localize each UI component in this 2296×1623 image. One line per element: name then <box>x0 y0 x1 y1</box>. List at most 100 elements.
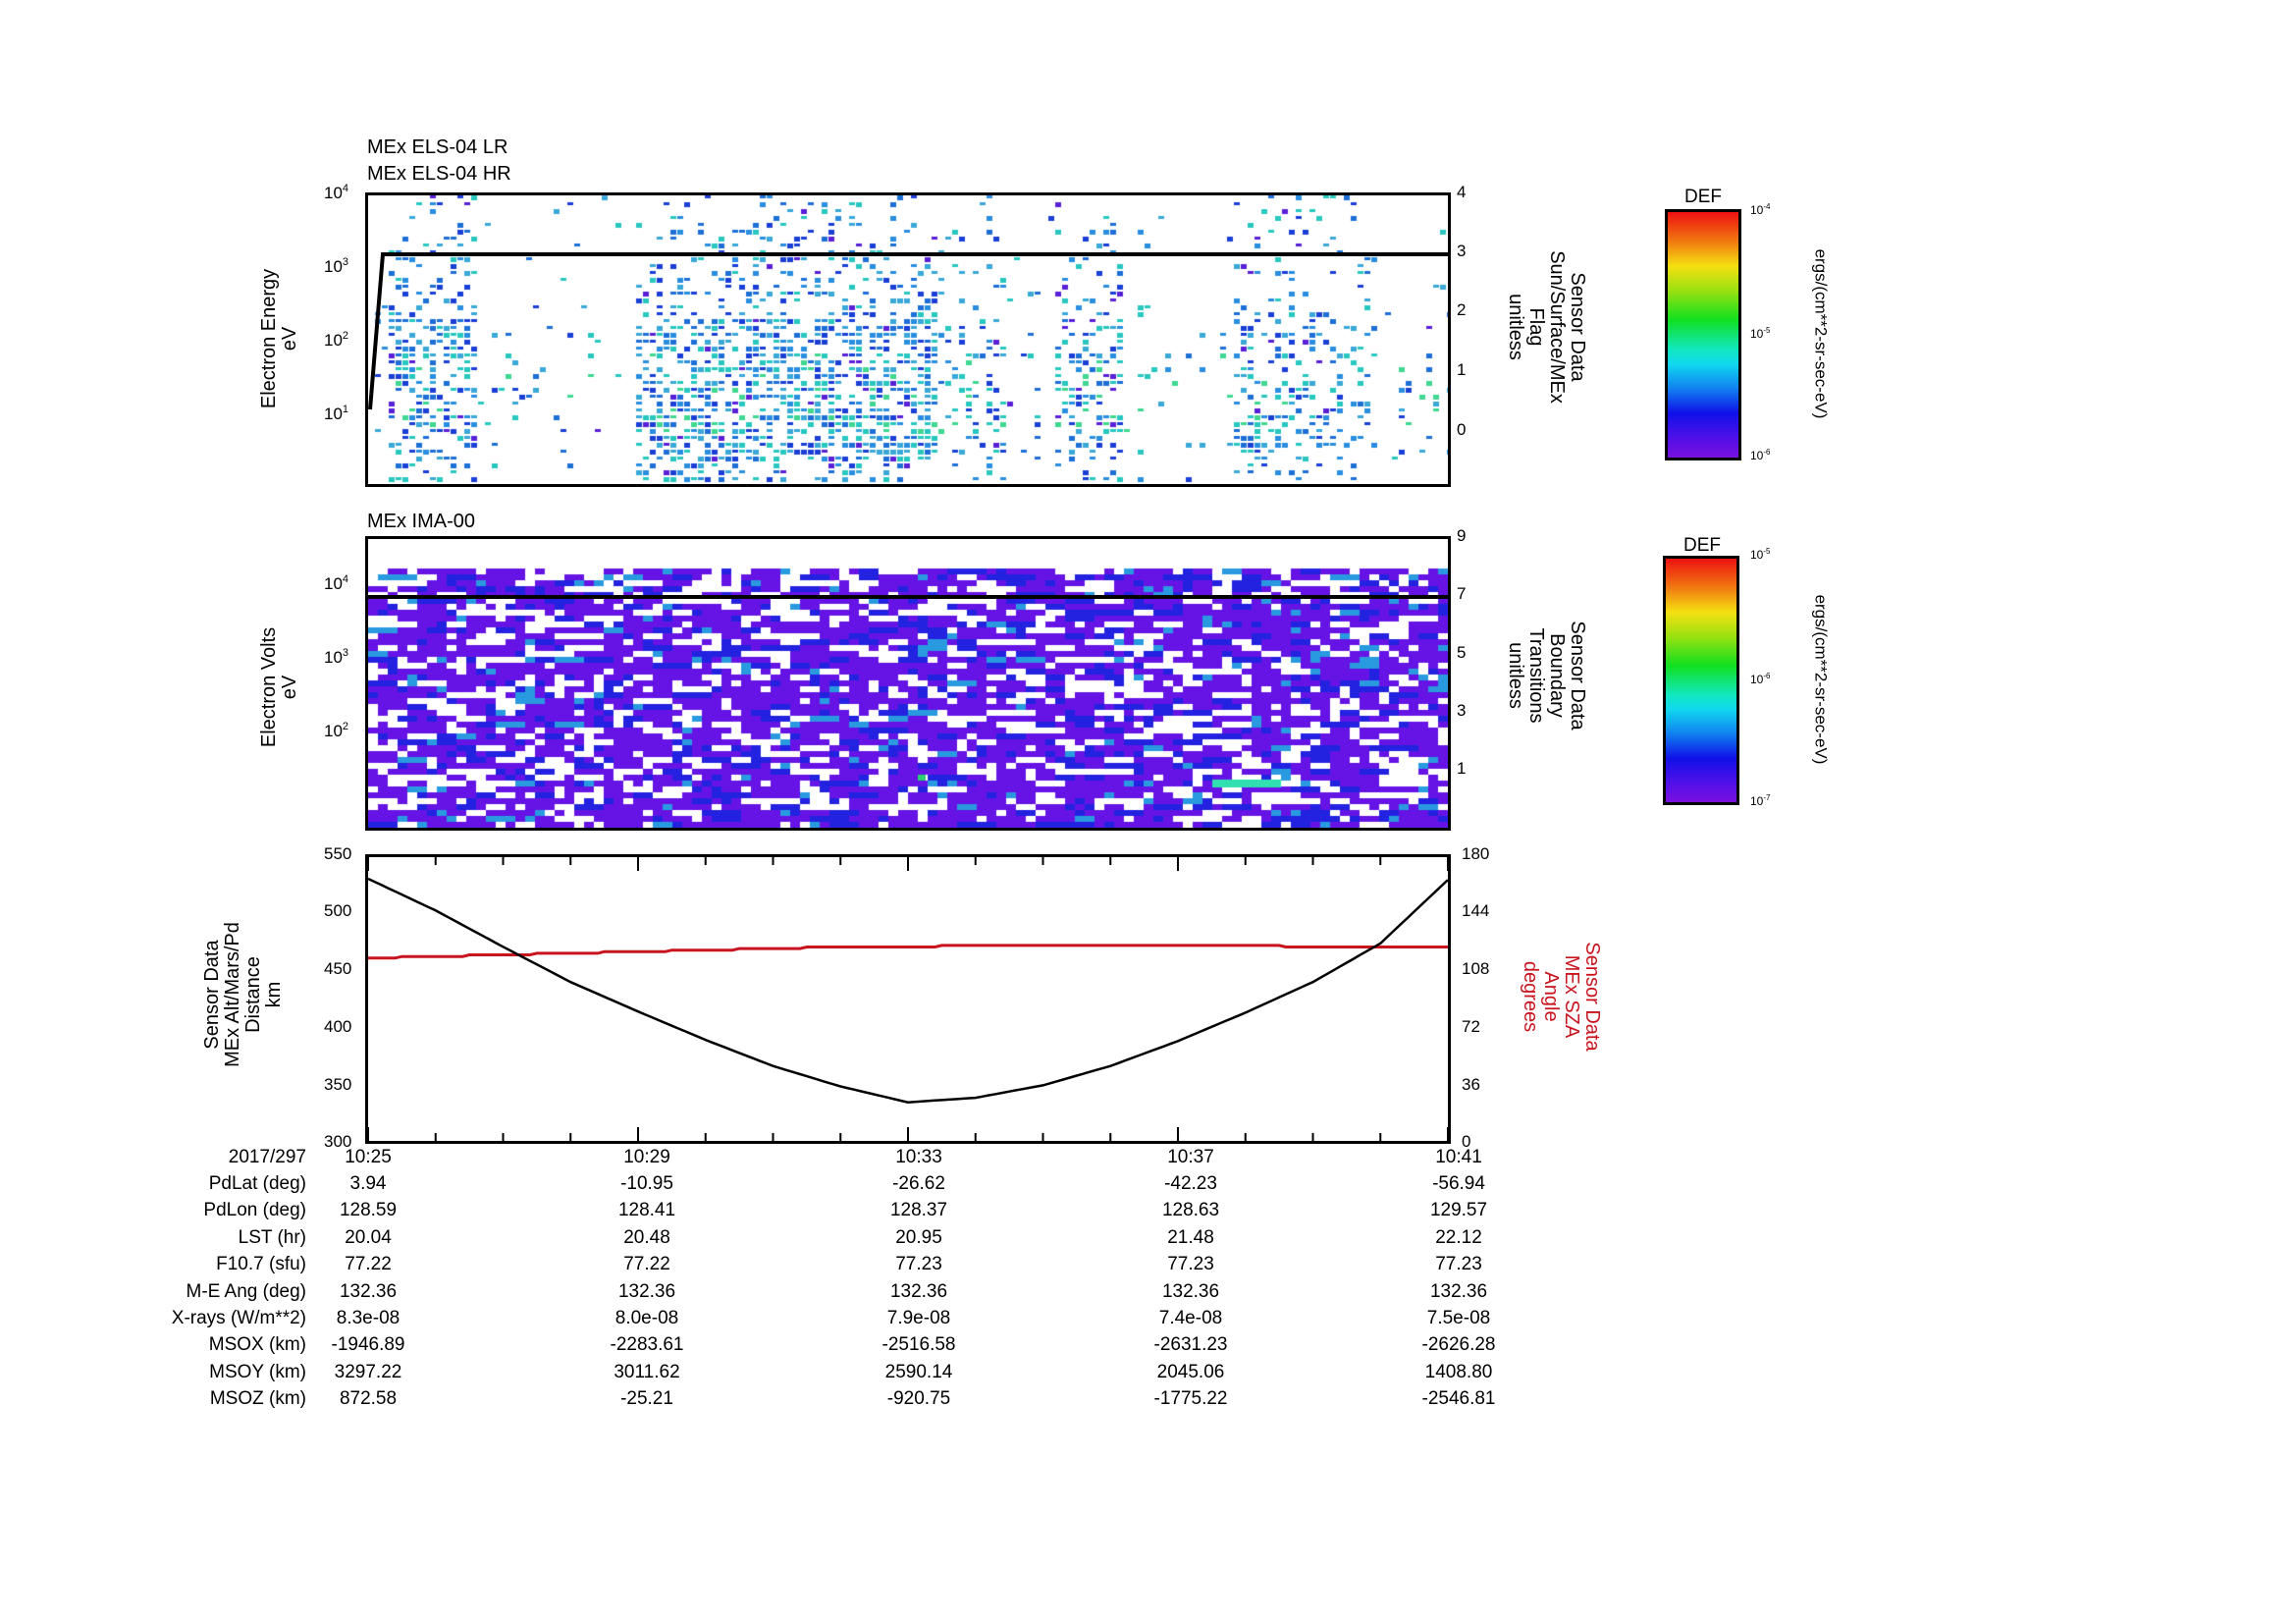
y2label-line: unitless <box>1505 642 1526 709</box>
table-cell: 8.3e-08 <box>336 1308 400 1328</box>
colorbar2-tick: 10-7 <box>1750 793 1771 808</box>
table-cell: 1408.80 <box>1424 1361 1493 1382</box>
y2label-line: Boundary <box>1546 633 1568 718</box>
y2label-line: Sensor Data <box>1567 272 1588 382</box>
ylabel-line: km <box>263 981 285 1008</box>
table-cell: 128.63 <box>1161 1200 1220 1221</box>
table-row-label: MSOY (km) <box>209 1361 306 1382</box>
table-cell: 7.9e-08 <box>886 1308 951 1328</box>
panel2-y2tick: 7 <box>1457 584 1467 603</box>
panel1-ytick: 101 <box>324 404 349 423</box>
panel2-ylabel-line: Electron Volts <box>258 626 280 748</box>
table-cell: 20.48 <box>623 1226 670 1248</box>
y2label-line: Flag <box>1525 307 1547 347</box>
colorbar2-tick: 10-6 <box>1750 672 1771 686</box>
colorbar2-tick: 10-5 <box>1750 547 1771 562</box>
panel1-spectrogram <box>365 192 1451 487</box>
panel3-y2tick: 180 <box>1462 844 1490 863</box>
panel3-ytick: 450 <box>324 959 352 978</box>
table-cell: -1775.22 <box>1153 1388 1228 1410</box>
panel3-ytick: 400 <box>324 1017 352 1036</box>
table-row-label: MSOZ (km) <box>209 1388 306 1410</box>
table-cell: 128.59 <box>339 1200 398 1221</box>
x-tick: 10:25 <box>345 1147 392 1167</box>
table-row-label: LST (hr) <box>238 1226 306 1248</box>
ylabel-line: Distance <box>242 956 264 1033</box>
y2label-line: unitless <box>1505 294 1526 360</box>
panel3-lineplot <box>365 854 1451 1144</box>
table-cell: 132.36 <box>617 1280 676 1302</box>
table-cell: -10.95 <box>620 1173 673 1194</box>
panel1-y2tick: 1 <box>1457 360 1467 379</box>
table-cell: -2631.23 <box>1153 1334 1228 1356</box>
table-cell: 872.58 <box>339 1388 398 1410</box>
panel1-y2tick: 0 <box>1457 420 1467 439</box>
table-cell: 128.37 <box>889 1200 948 1221</box>
panel2-y2tick: 1 <box>1457 759 1467 778</box>
table-cell: 20.04 <box>345 1226 392 1248</box>
panel3-y2tick: 0 <box>1462 1132 1471 1151</box>
panel2-heatmap <box>368 539 1448 828</box>
table-row-label: MSOX (km) <box>208 1334 306 1356</box>
panel3-y2label: Sensor Data MEx SZA Angle degrees <box>1520 942 1603 1051</box>
colorbar2 <box>1663 556 1739 805</box>
table-cell: 129.57 <box>1429 1200 1488 1221</box>
panel2-y2label: Sensor Data Boundary Transitions unitles… <box>1505 621 1588 730</box>
table-cell: 8.0e-08 <box>614 1308 679 1328</box>
table-cell: -2626.28 <box>1421 1334 1496 1356</box>
panel1-y2tick: 4 <box>1457 183 1467 201</box>
table-cell: 20.95 <box>895 1226 942 1248</box>
panel2-y2tick: 3 <box>1457 701 1467 720</box>
panel3-y2tick: 36 <box>1462 1075 1480 1094</box>
y2label-line: Transitions <box>1525 627 1547 724</box>
table-cell: 2590.14 <box>884 1361 953 1382</box>
ylabel-line: Sensor Data <box>201 940 223 1050</box>
panel3-ylabel: Sensor Data MEx Alt/Mars/Pd Distance km <box>201 922 285 1067</box>
table-cell: 132.36 <box>1429 1280 1488 1302</box>
table-cell: 77.23 <box>1167 1254 1214 1275</box>
panel3-ytick: 500 <box>324 901 352 920</box>
table-cell: -2283.61 <box>610 1334 684 1356</box>
colorbar1-tick: 10-6 <box>1750 448 1771 462</box>
panel1-ylabel-unit: eV <box>279 326 300 352</box>
panel1-flag-line <box>368 252 1448 410</box>
table-cell: 21.48 <box>1167 1226 1214 1248</box>
table-cell: 77.22 <box>345 1254 392 1275</box>
panel3-y2tick: 72 <box>1462 1017 1480 1036</box>
panel2-y2tick: 9 <box>1457 526 1467 545</box>
panel1-title-hr: MEx ELS-04 HR <box>367 163 511 185</box>
altitude-line <box>368 877 1448 1104</box>
table-cell: 7.4e-08 <box>1158 1308 1223 1328</box>
panel2-ylabel-unit: eV <box>279 675 300 700</box>
table-row-label: M-E Ang (deg) <box>186 1280 307 1302</box>
panel2-ytick: 104 <box>324 573 349 593</box>
table-cell: -25.21 <box>620 1388 673 1410</box>
panel2-boundary-line <box>368 595 1448 599</box>
y2label-line: degrees <box>1520 960 1541 1033</box>
table-cell: -2546.81 <box>1421 1388 1496 1410</box>
panel3-ytick: 550 <box>324 844 352 863</box>
table-cell: -2516.58 <box>881 1334 956 1356</box>
colorbar2-units: ergs/(cm**2-sr-sec-eV) <box>1811 594 1831 765</box>
y2label-line: Angle <box>1540 971 1562 1022</box>
table-cell: 77.22 <box>623 1254 670 1275</box>
panel2-spectrogram <box>365 536 1451 831</box>
sza-line <box>368 944 1448 960</box>
colorbar2-title: DEF <box>1683 535 1721 556</box>
table-row-label: PdLon (deg) <box>203 1200 306 1221</box>
panel2-ytick: 103 <box>324 647 349 667</box>
panel1-ytick: 103 <box>324 256 349 276</box>
panel2-y2tick: 5 <box>1457 643 1467 662</box>
panel1-ytick: 102 <box>324 330 349 350</box>
ylabel-line: MEx Alt/Mars/Pd <box>222 922 243 1067</box>
table-cell: 77.23 <box>1435 1254 1482 1275</box>
table-cell: 132.36 <box>1161 1280 1220 1302</box>
table-row-label: PdLat (deg) <box>208 1173 306 1194</box>
panel2-ylabel: Electron Volts eV <box>258 626 300 748</box>
panel3-ytick: 350 <box>324 1075 352 1094</box>
table-cell: 7.5e-08 <box>1426 1308 1491 1328</box>
table-cell: -920.75 <box>886 1388 951 1410</box>
panel1-ytick: 104 <box>324 183 349 202</box>
table-cell: 22.12 <box>1435 1226 1482 1248</box>
panel1-y2tick: 3 <box>1457 242 1467 260</box>
